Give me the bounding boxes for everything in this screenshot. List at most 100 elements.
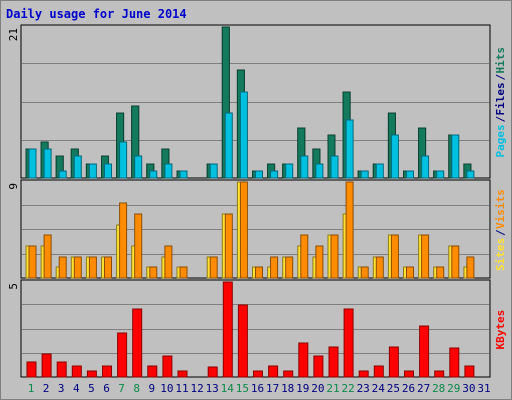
bar-kbytes-day-5 [86, 370, 97, 378]
bar-visits-day-29 [451, 245, 460, 279]
bar-kbytes-day-18 [283, 370, 294, 378]
bar-pages-day-14 [224, 112, 233, 179]
bar-kbytes-day-25 [388, 346, 399, 378]
x-tick-label-day-16: 16 [251, 382, 264, 395]
x-tick-label-day-15: 15 [236, 382, 249, 395]
x-tick-label-day-26: 26 [402, 382, 415, 395]
legend-hits-hits: Hits [494, 47, 507, 74]
bar-pages-day-22 [345, 119, 354, 179]
x-tick-label-day-28: 28 [432, 382, 445, 395]
x-tick-label-day-18: 18 [281, 382, 294, 395]
panel-hits-area [20, 24, 491, 179]
legend-hits-files: Files [494, 82, 507, 115]
bar-kbytes-day-10 [162, 355, 173, 378]
x-tick-label-day-8: 8 [133, 382, 140, 395]
legend-hits-pages: Pages [494, 124, 507, 157]
x-tick-label-day-29: 29 [447, 382, 460, 395]
x-tick-label-day-5: 5 [88, 382, 95, 395]
bar-pages-day-29 [451, 134, 460, 179]
bar-kbytes-day-19 [298, 342, 309, 378]
bar-visits-day-19 [300, 234, 309, 279]
bar-kbytes-day-8 [132, 308, 143, 378]
bar-kbytes-day-6 [102, 365, 112, 378]
bar-visits-day-17 [270, 256, 279, 279]
bar-visits-day-2 [43, 234, 52, 279]
x-tick-label-day-27: 27 [417, 382, 430, 395]
bar-visits-day-13 [209, 256, 218, 279]
bar-pages-day-15 [239, 91, 248, 179]
bar-visits-day-21 [330, 234, 339, 279]
bar-pages-day-27 [421, 155, 430, 179]
bar-visits-day-9 [149, 266, 158, 279]
bar-visits-day-20 [315, 245, 324, 279]
x-tick-label-day-17: 17 [266, 382, 279, 395]
x-tick-label-day-21: 21 [326, 382, 339, 395]
legend-kbytes-kbytes: KBytes [494, 310, 507, 350]
bar-pages-day-20 [315, 163, 324, 179]
bar-kbytes-day-13 [207, 366, 218, 378]
bar-visits-day-7 [119, 202, 128, 279]
x-tick-label-day-24: 24 [372, 382, 386, 395]
x-tick-label-day-23: 23 [357, 382, 370, 395]
bar-pages-day-1 [28, 148, 37, 179]
bar-pages-day-18 [285, 163, 294, 179]
x-tick-label-day-6: 6 [103, 382, 110, 395]
bar-pages-day-19 [300, 155, 309, 179]
panel-kbytes-ymax-label: 5 [7, 283, 20, 290]
bar-visits-day-25 [390, 234, 399, 279]
legend-hits-separator-1: / [494, 116, 507, 123]
bar-kbytes-day-22 [343, 308, 354, 378]
x-tick-label-day-7: 7 [118, 382, 125, 395]
bar-pages-day-21 [330, 155, 339, 179]
bar-kbytes-day-1 [26, 361, 37, 378]
bar-pages-day-24 [375, 163, 384, 179]
x-tick-label-day-13: 13 [206, 382, 219, 395]
x-tick-label-day-19: 19 [296, 382, 309, 395]
x-tick-label-day-10: 10 [160, 382, 173, 395]
bar-visits-day-18 [285, 256, 294, 279]
bar-kbytes-day-26 [404, 370, 414, 378]
bar-pages-day-26 [406, 170, 414, 179]
legend-visits-separator-1: / [494, 229, 507, 236]
panel-kbytes-area [20, 279, 491, 378]
chart-title: Daily usage for June 2014 [6, 7, 187, 21]
bar-pages-day-4 [73, 155, 82, 179]
x-tick-label-day-25: 25 [387, 382, 400, 395]
legend-visits-visits: Visits [494, 189, 507, 229]
bar-pages-day-2 [43, 148, 52, 179]
legend-hits-separator-3: / [494, 74, 507, 81]
bar-pages-day-23 [360, 170, 369, 179]
x-tick-label-day-22: 22 [341, 382, 354, 395]
bar-kbytes-day-7 [117, 332, 128, 378]
bar-pages-day-8 [134, 155, 143, 179]
bar-kbytes-day-28 [434, 370, 445, 378]
bar-pages-day-3 [58, 170, 67, 179]
bar-pages-day-6 [104, 163, 112, 179]
x-tick-label-day-31: 31 [477, 382, 490, 395]
bar-visits-day-22 [345, 181, 354, 279]
bar-pages-day-30 [466, 170, 475, 179]
bar-kbytes-day-29 [449, 347, 460, 378]
bar-kbytes-day-4 [71, 365, 82, 378]
bar-visits-day-4 [73, 256, 82, 279]
bar-kbytes-day-30 [464, 365, 475, 378]
bar-kbytes-day-16 [253, 370, 263, 378]
bar-visits-day-10 [164, 245, 173, 279]
x-tick-label-day-14: 14 [221, 382, 235, 395]
bar-visits-day-15 [239, 181, 248, 279]
x-tick-label-day-12: 12 [190, 382, 203, 395]
bar-kbytes-day-21 [328, 346, 339, 378]
bar-visits-day-8 [134, 213, 143, 279]
bar-pages-day-28 [436, 170, 445, 179]
bar-kbytes-day-23 [358, 370, 369, 378]
bar-kbytes-day-14 [222, 281, 233, 378]
bar-pages-day-9 [149, 170, 158, 179]
bar-kbytes-day-11 [177, 370, 188, 378]
x-tick-label-day-20: 20 [311, 382, 324, 395]
bar-visits-day-5 [88, 256, 97, 279]
x-tick-label-day-11: 11 [175, 382, 188, 395]
bar-pages-day-10 [164, 163, 173, 179]
x-tick-label-day-2: 2 [43, 382, 50, 395]
bar-visits-day-11 [179, 266, 188, 279]
